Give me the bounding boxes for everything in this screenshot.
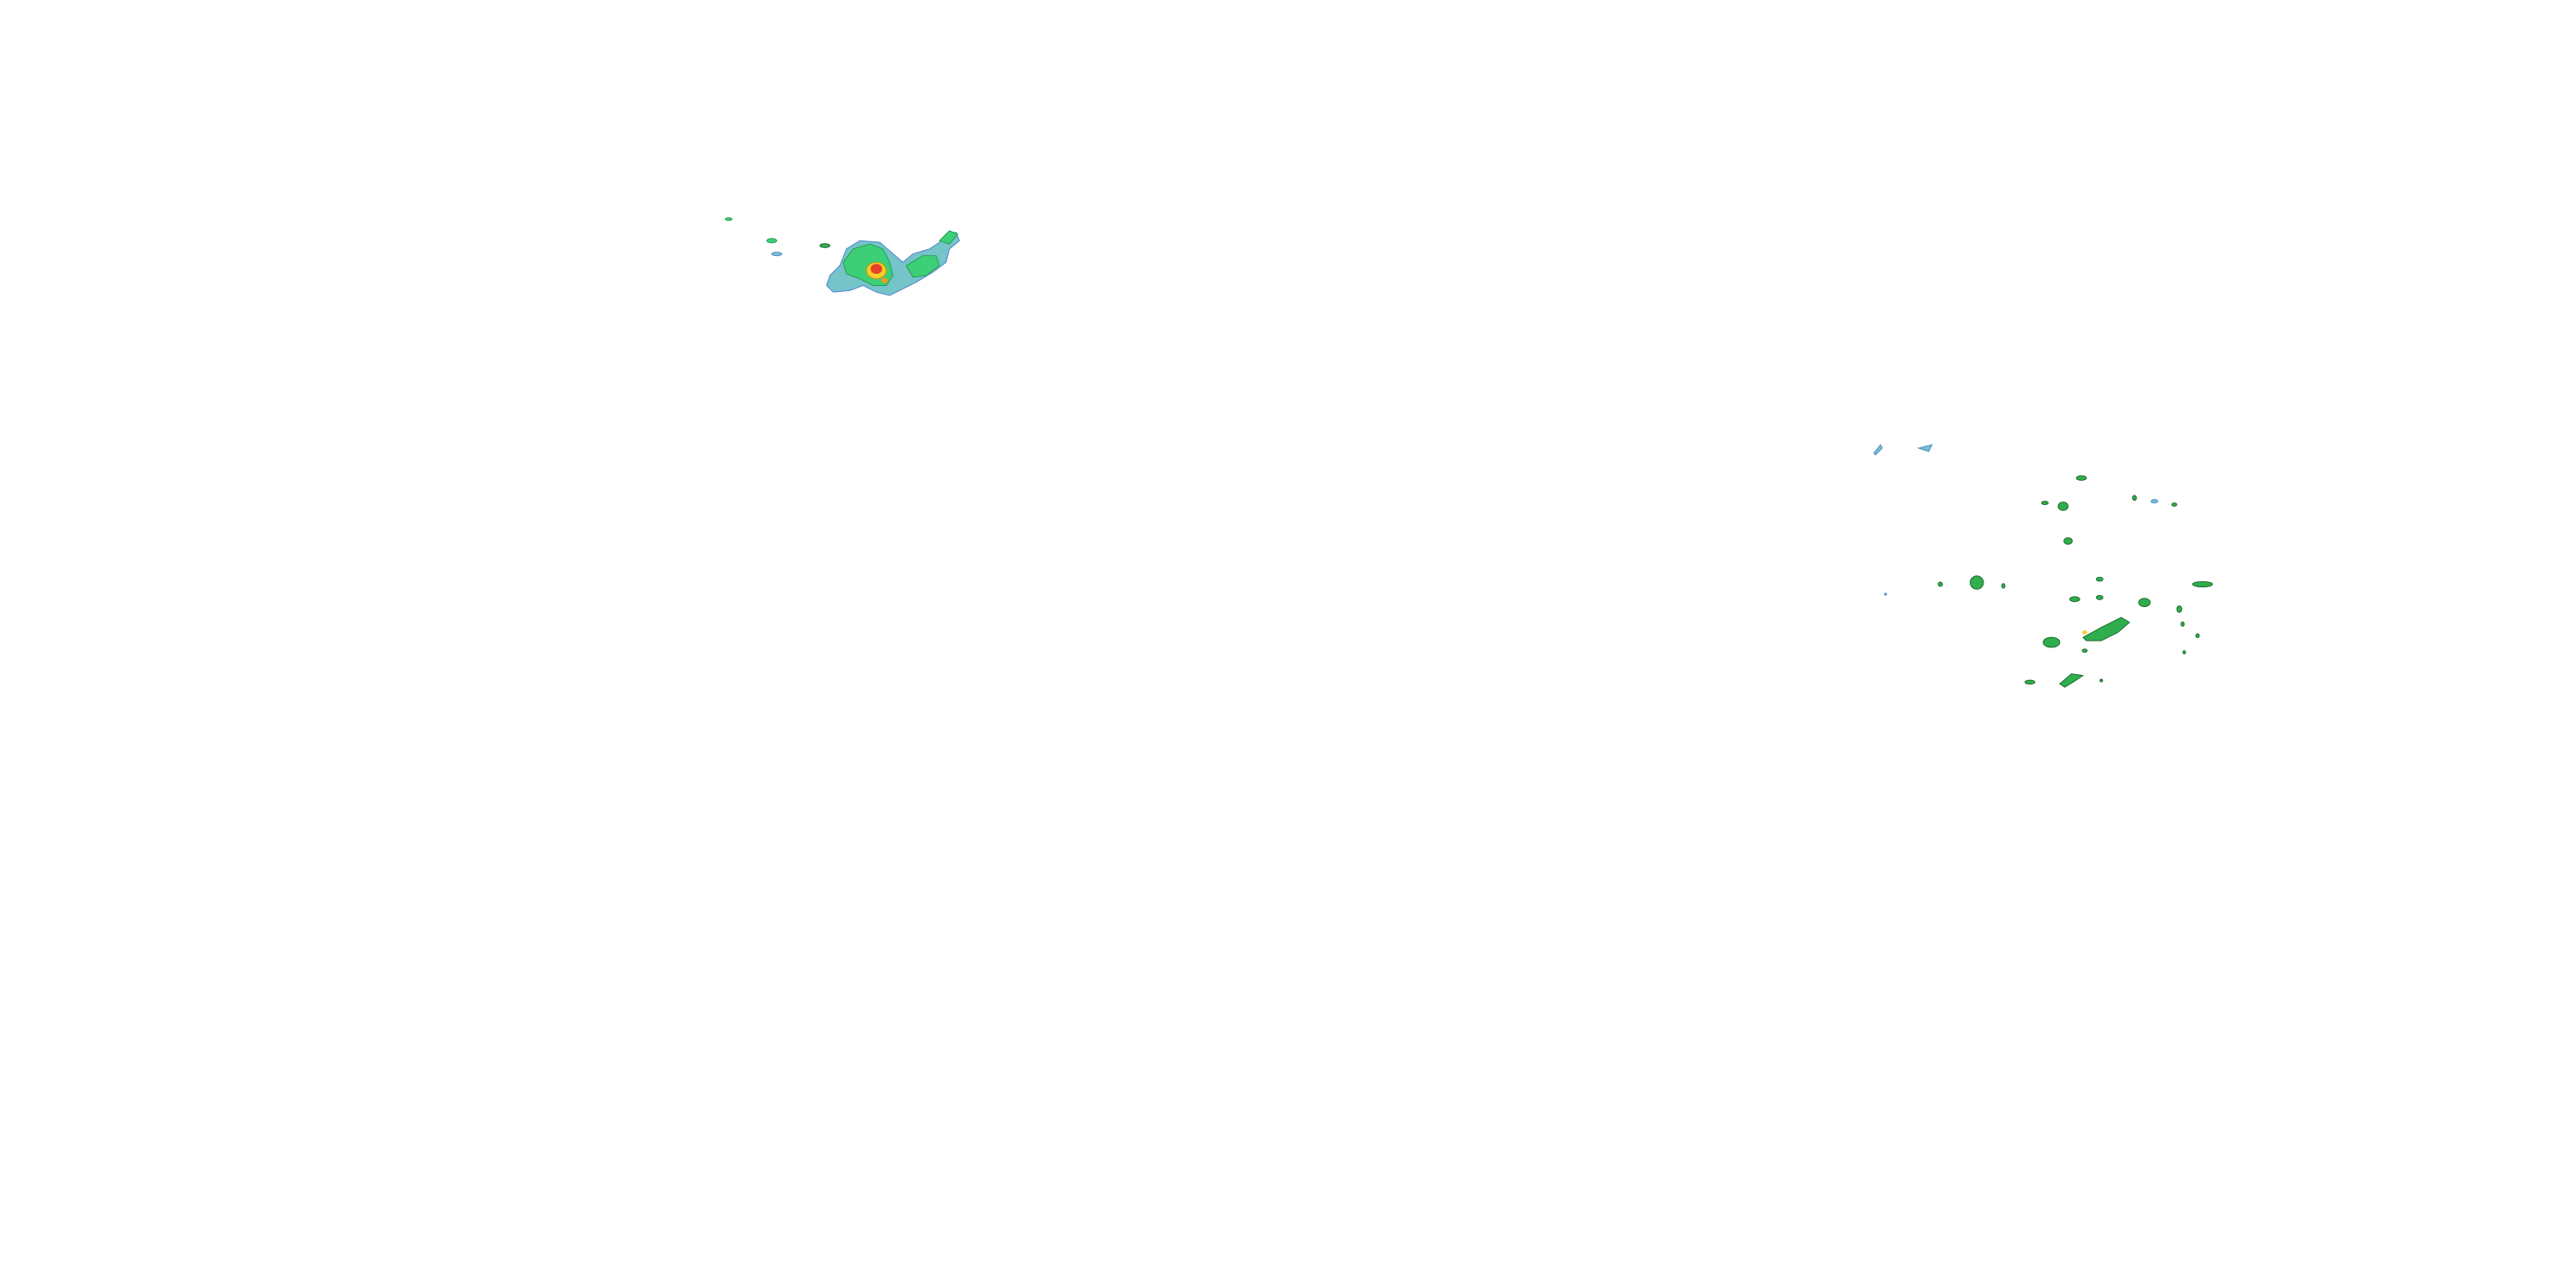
echo-cell [2132, 495, 2137, 501]
echo-cell [1873, 443, 1883, 456]
echo-moderate [939, 230, 959, 245]
echo-cell [2059, 673, 2085, 688]
echo-cell [2043, 636, 2061, 648]
echo-cell [2095, 576, 2104, 582]
echo-cell [2138, 598, 2151, 607]
storm-cluster-east [1873, 443, 2214, 688]
echo-cell [2081, 648, 2088, 653]
echo-cell [819, 243, 830, 248]
echo-heavy [881, 277, 889, 283]
echo-cell [2001, 583, 2006, 589]
echo-cell [2075, 475, 2087, 481]
echo-cell [2191, 580, 2214, 587]
echo-cell [766, 238, 778, 244]
echo-cell [2095, 594, 2104, 600]
echo-cell [771, 252, 783, 257]
echo-cell [2063, 537, 2073, 545]
echo-cell [1917, 444, 1934, 453]
echo-cell [2176, 605, 2183, 613]
echo-cell [2041, 501, 2049, 506]
echo-moderate [905, 255, 940, 278]
echo-intense [870, 264, 883, 274]
echo-cell [1884, 592, 1887, 596]
echo-cell [2099, 678, 2104, 683]
echo-cell [2057, 501, 2069, 511]
echo-cell [725, 217, 732, 222]
echo-cell [1937, 581, 1943, 587]
echo-cell [2195, 633, 2200, 639]
echo-cell [2180, 621, 2185, 627]
echo-heavy [2081, 630, 2087, 635]
echo-cell [2150, 499, 2159, 504]
echo-cell [2069, 596, 2081, 603]
echo-cell [2024, 679, 2036, 685]
echo-cell [1969, 575, 1984, 590]
echo-cell [2171, 502, 2178, 507]
storm-cluster-west [725, 217, 960, 296]
echo-cell [2182, 650, 2186, 655]
echo-cell [2082, 617, 2130, 641]
